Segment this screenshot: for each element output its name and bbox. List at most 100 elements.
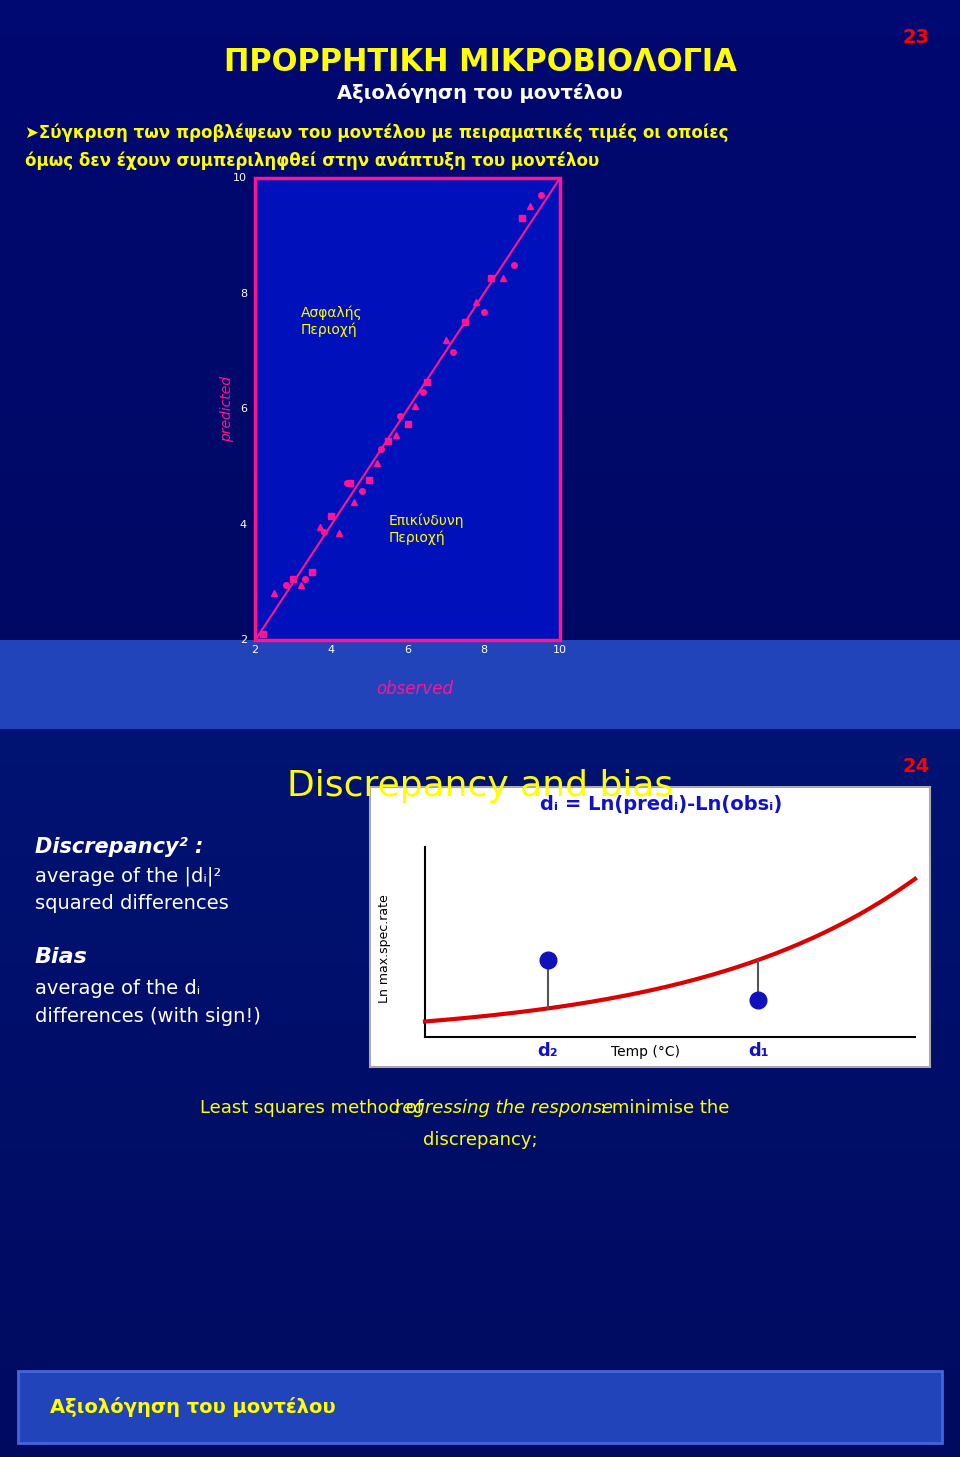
- Bar: [0, 1202, 960, 1221]
- Bar: [0, 382, 960, 401]
- Text: 4: 4: [327, 645, 335, 656]
- Text: 23: 23: [902, 28, 930, 47]
- Bar: [0, 328, 960, 345]
- Bar: [0, 1221, 960, 1238]
- Bar: [0, 1311, 960, 1329]
- Bar: [0, 474, 960, 492]
- Bar: [0, 892, 960, 911]
- Bar: [0, 638, 960, 656]
- Bar: [0, 255, 960, 274]
- Text: όμως δεν έχουν συμπεριληφθεί στην ανάπτυξη του μοντέλου: όμως δεν έχουν συμπεριληφθεί στην ανάπτυ…: [25, 152, 599, 169]
- Bar: [0, 564, 960, 583]
- Bar: [0, 200, 960, 219]
- Text: ➤Σύγκριση των προβλέψεων του μοντέλου με πειραματικές τιμές οι οποίες: ➤Σύγκριση των προβλέψεων του μοντέλου με…: [25, 122, 729, 141]
- Bar: [0, 746, 960, 765]
- Text: 10: 10: [553, 645, 567, 656]
- Bar: [0, 1275, 960, 1294]
- Text: 10: 10: [233, 173, 247, 184]
- Text: 24: 24: [902, 756, 930, 775]
- Text: 2: 2: [240, 635, 247, 645]
- Text: 8: 8: [480, 645, 488, 656]
- Text: average of the dᵢ: average of the dᵢ: [35, 979, 201, 998]
- Bar: [0, 17, 960, 36]
- Bar: [0, 109, 960, 128]
- Bar: [0, 1440, 960, 1457]
- Bar: [0, 966, 960, 983]
- Bar: [0, 73, 960, 90]
- Text: d₂: d₂: [538, 1042, 558, 1059]
- Text: Discrepancy² :: Discrepancy² :: [35, 836, 204, 857]
- Bar: [0, 1056, 960, 1075]
- Bar: [0, 146, 960, 163]
- Bar: [0, 1238, 960, 1256]
- Bar: [0, 1129, 960, 1148]
- Bar: [0, 1384, 960, 1402]
- Bar: [0, 90, 960, 109]
- Bar: [0, 602, 960, 619]
- Bar: [0, 1367, 960, 1384]
- Bar: [0, 838, 960, 855]
- Bar: [0, 692, 960, 711]
- Bar: [0, 128, 960, 146]
- Bar: [0, 819, 960, 838]
- Bar: [0, 219, 960, 237]
- Bar: [0, 0, 960, 19]
- Bar: [0, 583, 960, 602]
- Bar: [0, 1166, 960, 1183]
- Text: regressing the response: regressing the response: [395, 1099, 613, 1116]
- Text: 4: 4: [240, 520, 247, 530]
- Bar: [0, 1402, 960, 1421]
- Text: squared differences: squared differences: [35, 893, 228, 912]
- Text: 2: 2: [252, 645, 258, 656]
- Bar: [0, 641, 960, 728]
- Bar: [0, 911, 960, 930]
- Bar: [0, 656, 960, 673]
- Text: Αξιολόγηση του μοντέλου: Αξιολόγηση του μοντέλου: [337, 83, 623, 103]
- Text: : minimise the: : minimise the: [600, 1099, 730, 1116]
- Bar: [0, 1329, 960, 1348]
- Bar: [0, 1020, 960, 1037]
- Bar: [0, 784, 960, 801]
- Bar: [0, 36, 960, 55]
- Text: Bias: Bias: [35, 947, 88, 966]
- Text: 6: 6: [404, 645, 411, 656]
- Text: 8: 8: [240, 288, 247, 299]
- Text: d₁: d₁: [748, 1042, 769, 1059]
- Bar: [0, 801, 960, 819]
- Bar: [0, 1256, 960, 1275]
- Bar: [0, 1148, 960, 1166]
- Bar: [0, 291, 960, 310]
- Bar: [18, 1371, 942, 1442]
- Bar: [0, 765, 960, 784]
- Bar: [370, 787, 930, 1067]
- Text: dᵢ = Ln(predᵢ)-Ln(obsᵢ): dᵢ = Ln(predᵢ)-Ln(obsᵢ): [540, 794, 782, 813]
- Text: Επικίνδυνη
Περιοχή: Επικίνδυνη Περιοχή: [389, 513, 464, 545]
- Bar: [0, 492, 960, 510]
- Bar: [0, 163, 960, 182]
- Bar: [0, 1039, 960, 1056]
- Bar: [0, 947, 960, 966]
- Bar: [0, 510, 960, 529]
- Bar: [0, 401, 960, 420]
- Text: discrepancy;: discrepancy;: [422, 1131, 538, 1148]
- Bar: [0, 345, 960, 364]
- Bar: [0, 983, 960, 1002]
- Text: Αξιολόγηση του μοντέλου: Αξιολόγηση του μοντέλου: [50, 1397, 336, 1418]
- Bar: [0, 546, 960, 564]
- Bar: [0, 619, 960, 638]
- Bar: [0, 420, 960, 437]
- Text: Ln max.spec.rate: Ln max.spec.rate: [378, 895, 391, 1004]
- Bar: [0, 673, 960, 692]
- Bar: [0, 437, 960, 455]
- Bar: [0, 364, 960, 383]
- Bar: [0, 728, 960, 747]
- Bar: [0, 930, 960, 947]
- Text: differences (with sign!): differences (with sign!): [35, 1007, 261, 1026]
- Bar: [0, 874, 960, 892]
- Bar: [0, 54, 960, 73]
- Text: ΠΡΟΡΡΗΤΙΚΗ ΜΙΚΡΟΒΙΟΛΟΓΙΑ: ΠΡΟΡΡΗΤΙΚΗ ΜΙΚΡΟΒΙΟΛΟΓΙΑ: [224, 48, 736, 77]
- Text: 6: 6: [240, 404, 247, 414]
- Text: Least squares method of: Least squares method of: [200, 1099, 429, 1116]
- Bar: [0, 455, 960, 474]
- Bar: [0, 1093, 960, 1110]
